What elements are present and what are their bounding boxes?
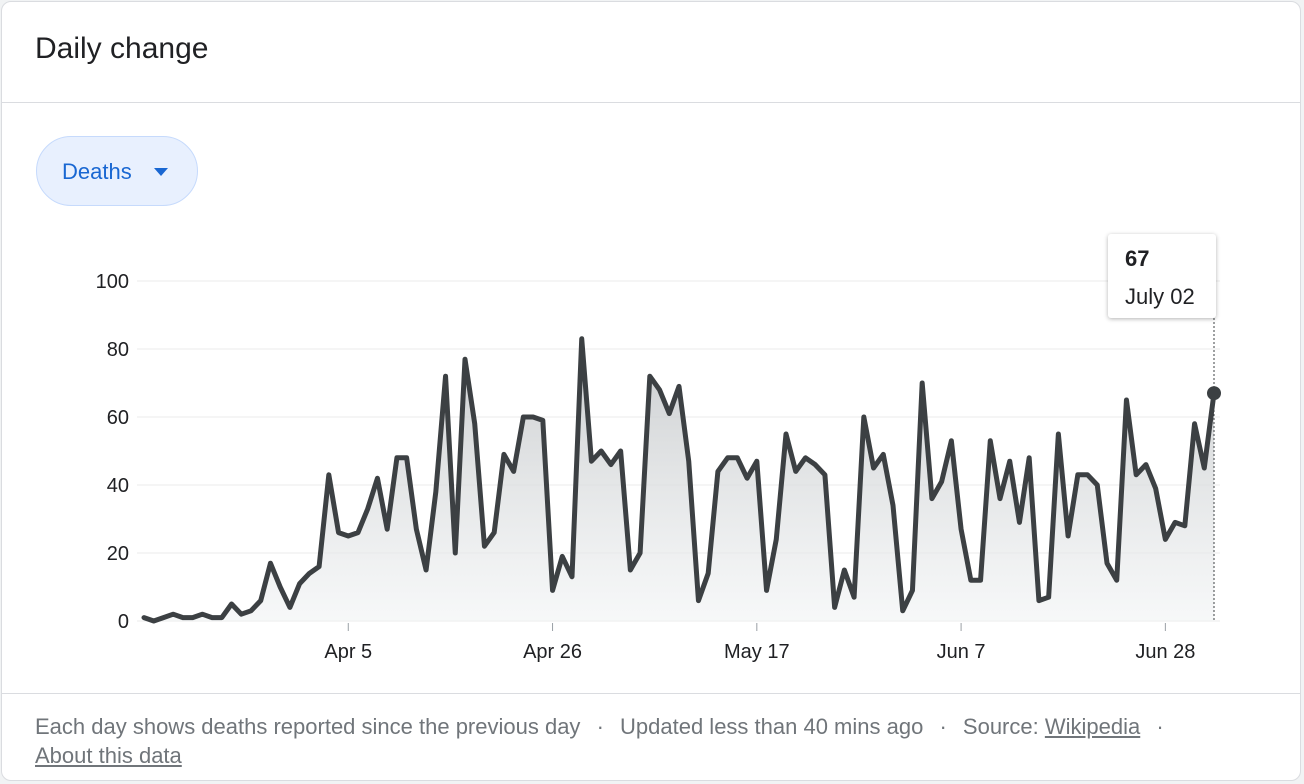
chart-tooltip: 67 July 02	[1108, 234, 1216, 318]
x-tick-label: Jun 28	[1135, 641, 1195, 663]
footer-source-label: Source:	[962, 714, 1039, 739]
footer-divider	[2, 693, 1300, 694]
x-tick-label: Jun 7	[937, 641, 986, 663]
daily-deaths-chart[interactable]: 0 20 40 60 80 100 Apr 5 Apr 26 May 17 Jun 7 Jun 28	[2, 2, 1301, 692]
footer-separator: ·	[1156, 714, 1164, 739]
y-tick-label: 60	[107, 407, 129, 429]
series-area	[144, 338, 1214, 621]
caret-down-icon	[154, 168, 168, 176]
metric-dropdown-label: Deaths	[62, 159, 132, 184]
footer-updated: Updated less than 40 mins ago	[620, 714, 924, 739]
footer-separator: ·	[596, 714, 604, 739]
footer-separator: ·	[939, 714, 947, 739]
footer-description: Each day shows deaths reported since the…	[35, 714, 581, 739]
y-tick-label: 80	[107, 339, 129, 361]
y-tick-label: 40	[107, 475, 129, 497]
tooltip-value: 67	[1125, 246, 1150, 271]
card-title: Daily change	[35, 32, 209, 65]
header-divider	[2, 102, 1300, 103]
about-data-link[interactable]: About this data	[35, 743, 182, 768]
y-tick-label: 0	[118, 611, 129, 633]
x-tick-label: Apr 26	[523, 641, 582, 663]
series-line	[141, 336, 1217, 624]
source-link[interactable]: Wikipedia	[1044, 714, 1141, 739]
metric-dropdown[interactable]: Deaths	[36, 136, 198, 206]
x-tick-label: May 17	[724, 641, 790, 663]
y-tick-label: 20	[107, 543, 129, 565]
x-tick-label: Apr 5	[324, 641, 372, 663]
tooltip-date: July 02	[1125, 284, 1195, 309]
footer: Each day shows deaths reported since the…	[35, 712, 1265, 770]
hover-point	[1207, 386, 1221, 401]
y-tick-label: 100	[96, 271, 129, 293]
